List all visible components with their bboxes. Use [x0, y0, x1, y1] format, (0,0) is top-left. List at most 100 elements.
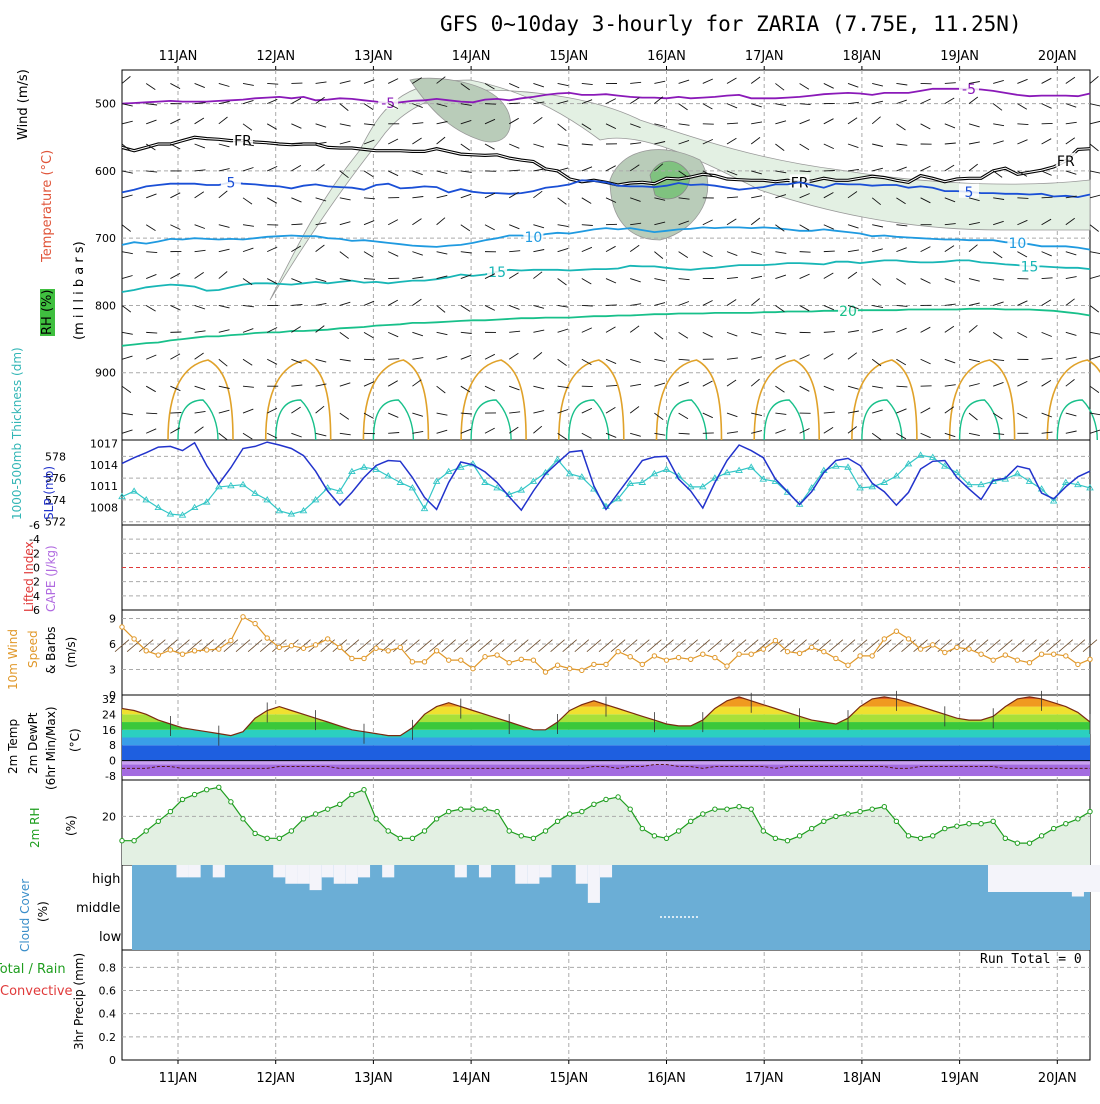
rh2m-point: [156, 819, 160, 823]
cloud-high-gap: [310, 865, 322, 890]
wind-barb: [896, 279, 905, 285]
wind-barb: [727, 104, 737, 108]
wind-barb: [775, 83, 784, 90]
contour-label: 15: [1021, 259, 1039, 275]
wind-barb: [751, 252, 762, 255]
wind-barb: [533, 250, 544, 252]
wind-barb: [146, 429, 156, 433]
precip-tick-label: 0.8: [99, 961, 117, 974]
wind10-speed-point: [350, 656, 354, 660]
freezing-line-inner: [122, 137, 1090, 185]
wind-barb: [509, 305, 519, 309]
rh2m-point: [519, 834, 523, 838]
cloud-high-gap: [213, 865, 225, 877]
rh2m-point: [568, 812, 572, 816]
wind-barb: [316, 359, 327, 362]
wind-barb: [582, 247, 592, 251]
wind-barb: [533, 225, 544, 228]
wind10-speed-point: [604, 662, 608, 666]
wind-barb: [558, 225, 569, 227]
date-label-bottom: 16JAN: [647, 1071, 686, 1086]
wind-barb: [751, 379, 759, 386]
wind10-speed-point: [979, 652, 983, 656]
wind-barb: [775, 305, 784, 311]
wind10-speed-point: [810, 645, 814, 649]
run-total: Run Total = 0: [980, 952, 1082, 967]
wind-barb: [727, 197, 738, 198]
wind-barb: [848, 272, 857, 278]
wind-barb: [509, 83, 519, 87]
wind-barb: [412, 277, 423, 279]
wind10-speed-point: [289, 644, 293, 648]
wind-barb: [388, 171, 398, 176]
temp2m-tick-label: 8: [109, 739, 116, 752]
wind-barb: [775, 275, 786, 278]
wind-barb: [582, 144, 593, 145]
wind-barb: [1090, 276, 1100, 279]
wind-barb: [1017, 79, 1027, 83]
wind-barb: [1090, 121, 1100, 124]
wind-barb: [969, 142, 980, 144]
wind-barb: [146, 171, 157, 172]
wind-barb: [727, 277, 738, 278]
wind-barb: [751, 276, 762, 278]
wind-barb: [509, 331, 520, 332]
wind-barb: [824, 225, 834, 229]
wind-barb: [485, 104, 496, 105]
rh2m-point: [1015, 841, 1019, 845]
rh2m-point: [434, 817, 438, 821]
date-label-bottom: 12JAN: [256, 1071, 295, 1086]
wind10-barb: [1023, 640, 1037, 652]
wind-barb: [703, 413, 713, 418]
rh2m-point: [192, 792, 196, 796]
wind-barb: [630, 407, 639, 414]
cloud-high-gap: [358, 865, 370, 877]
wind-barb: [679, 124, 690, 125]
rh2m-point: [398, 836, 402, 840]
wind-barb: [388, 332, 398, 336]
wind-barb: [340, 383, 351, 386]
rh2m-point: [785, 839, 789, 843]
wind-barb: [1066, 357, 1077, 359]
wind-barb: [219, 117, 228, 124]
wind-barb: [824, 273, 834, 279]
wind-barb: [412, 299, 421, 305]
rh2m-point: [253, 831, 257, 835]
wind-barb: [509, 353, 518, 359]
wind10-barb: [563, 640, 577, 652]
wind10-speed-point: [313, 643, 317, 647]
wind10-speed-point: [846, 663, 850, 667]
wind-barb: [485, 225, 495, 230]
wind-barb: [267, 83, 278, 84]
temp-band: [122, 745, 1090, 760]
wind-barb: [582, 198, 591, 204]
wind10-barb: [490, 640, 504, 652]
wind-barb: [727, 219, 736, 225]
wind-barb: [1042, 252, 1052, 256]
wind-barb: [146, 194, 156, 198]
wind-barb: [921, 279, 931, 284]
cloud-high-gap: [576, 865, 588, 884]
wind10-barb: [1071, 640, 1085, 652]
rh2m-point: [737, 805, 741, 809]
rh2m-point: [991, 819, 995, 823]
wind-barb: [170, 413, 181, 414]
date-label-bottom: 20JAN: [1038, 1071, 1077, 1086]
wind-barb: [969, 124, 980, 127]
wind-barb: [533, 83, 544, 86]
wind-barb: [340, 359, 351, 361]
wind-barb: [872, 329, 883, 332]
wind-barb: [1042, 197, 1053, 198]
thickness-tick-label: 578: [45, 450, 66, 463]
wind-barb: [679, 413, 688, 419]
wind-barb: [679, 252, 688, 258]
temp2m-tick-label: 0: [109, 755, 116, 768]
wind-barb: [751, 357, 762, 359]
precip-tick-label: 0.4: [99, 1008, 117, 1021]
chart-title: GFS 0~10day 3-hourly for ZARIA (7.75E, 1…: [440, 12, 1022, 36]
wind-barb: [1090, 356, 1100, 359]
rh2m-point: [326, 807, 330, 811]
wind-barb: [727, 332, 737, 336]
wind-barb: [340, 124, 351, 126]
